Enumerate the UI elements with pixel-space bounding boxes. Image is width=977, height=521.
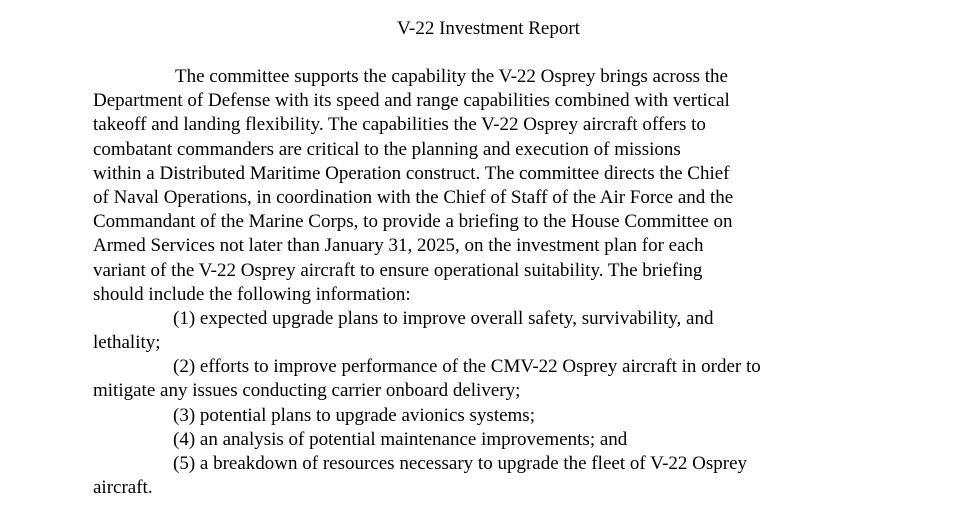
text-line: lethality; [93,332,161,354]
text-line: Armed Services not later than January 31… [93,235,704,257]
text-line: takeoff and landing flexibility. The cap… [93,114,706,136]
text-line: The committee supports the capability th… [175,66,728,87]
text-line: within a Distributed Maritime Operation … [93,162,730,184]
text-line: Department of Defense with its speed and… [93,90,730,112]
text-line: (5) a breakdown of resources necessary t… [173,453,748,474]
text-line: (1) expected upgrade plans to improve ov… [173,307,714,329]
text-line: of Naval Operations, in coordination wit… [93,186,734,208]
document-title: V-22 Investment Report [397,18,580,39]
text-line: combatant commanders are critical to the… [93,138,681,160]
text-line: Commandant of the Marine Corps, to provi… [93,211,733,233]
text-line: should include the following information… [93,283,411,305]
document-body: The committee supports the capability th… [93,65,761,500]
text-line: mitigate any issues conducting carrier o… [93,380,521,402]
text-line: (3) potential plans to upgrade avionics … [173,404,535,426]
text-line: aircraft. [93,477,153,499]
text-line: variant of the V-22 Osprey aircraft to e… [93,259,703,281]
text-line: (4) an analysis of potential maintenance… [173,428,628,450]
text-line: (2) efforts to improve performance of th… [173,356,761,378]
